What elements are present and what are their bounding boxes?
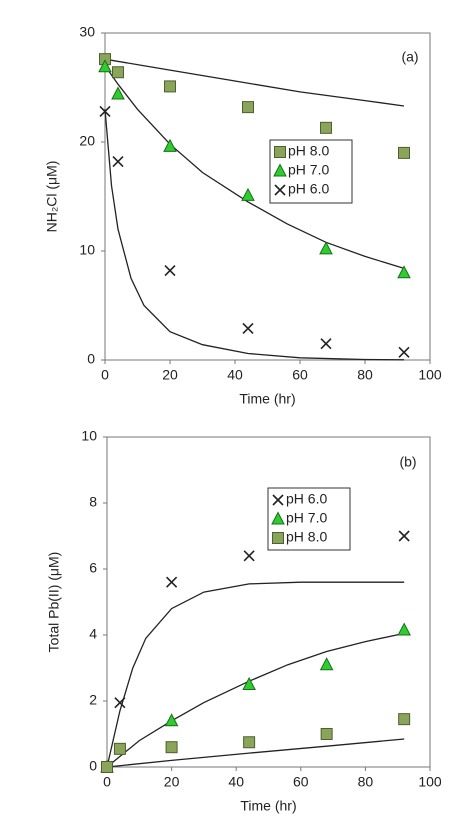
marker-triangle — [111, 86, 125, 100]
legend-label: pH 7.0 — [288, 162, 329, 178]
marker-triangle — [319, 657, 334, 671]
y-tick-label: 0 — [89, 758, 97, 774]
marker-x — [112, 156, 124, 168]
y-tick-label: 0 — [87, 351, 95, 367]
x-tick-label: 100 — [418, 774, 442, 790]
marker-x — [398, 530, 410, 542]
marker-x — [320, 338, 332, 350]
y-tick-label: 30 — [79, 24, 95, 40]
marker-triangle — [271, 511, 285, 525]
marker-square — [243, 736, 256, 749]
model-curve — [104, 65, 405, 270]
marker-x — [243, 550, 255, 562]
marker-square — [165, 741, 178, 754]
marker-triangle — [273, 163, 287, 177]
marker-x — [114, 697, 126, 709]
model-curve — [106, 738, 405, 768]
x-tick-label: 60 — [293, 774, 309, 790]
x-axis-title: Time (hr) — [239, 391, 295, 407]
x-tick-label: 100 — [418, 367, 442, 383]
marker-x — [164, 265, 176, 277]
marker-triangle — [164, 713, 179, 727]
marker-square — [274, 146, 286, 158]
chart: 0 10 20 30 0 20 40 60 80 100 Time (hr) NH₂Cl (μM) (a… — [44, 24, 442, 407]
plot-frame — [106, 436, 431, 768]
model-curve — [106, 581, 405, 768]
x-axis-title: Time (hr) — [240, 798, 296, 814]
y-tick-label: 10 — [79, 242, 95, 258]
marker-triangle — [163, 138, 177, 152]
marker-square — [320, 728, 333, 740]
marker-x — [99, 105, 111, 118]
x-tick-label: 40 — [228, 774, 244, 790]
y-axis-title: Total Pb(II) (μM) — [46, 552, 62, 653]
x-tick-label: 80 — [358, 774, 374, 790]
marker-triangle — [397, 265, 411, 279]
marker-x — [272, 494, 284, 506]
marker-square — [398, 146, 410, 159]
marker-x — [166, 576, 178, 588]
y-tick-label: 6 — [89, 560, 97, 576]
x-tick-label: 0 — [103, 774, 111, 790]
model-curve — [104, 58, 405, 107]
marker-square — [272, 532, 284, 544]
legend-label: pH 7.0 — [286, 510, 327, 526]
marker-triangle — [98, 59, 112, 73]
x-tick-label: 80 — [357, 367, 373, 383]
legend-label: pH 8.0 — [288, 143, 329, 159]
annotation: (a) — [401, 49, 418, 65]
y-tick-label: 2 — [89, 692, 97, 708]
x-tick-label: 20 — [162, 367, 178, 383]
y-axis-title: NH₂Cl (μM) — [44, 161, 60, 233]
marker-square — [101, 761, 113, 773]
marker-square — [242, 101, 254, 114]
marker-square — [320, 121, 332, 134]
x-tick-label: 60 — [292, 367, 308, 383]
x-tick-label: 40 — [227, 367, 243, 383]
y-tick-label: 10 — [81, 428, 97, 444]
marker-square — [112, 66, 124, 79]
marker-triangle — [241, 187, 255, 201]
marker-x — [242, 322, 254, 334]
plot-frame — [104, 32, 431, 361]
model-curve — [106, 632, 405, 768]
legend-label: pH 8.0 — [286, 529, 327, 545]
marker-square — [164, 80, 176, 93]
marker-triangle — [397, 622, 411, 636]
marker-x — [274, 184, 286, 196]
x-tick-label: 0 — [101, 367, 109, 383]
marker-triangle — [319, 241, 333, 255]
model-curve — [104, 109, 405, 361]
marker-x — [398, 346, 410, 358]
marker-triangle — [242, 676, 256, 690]
legend-label: pH 6.0 — [288, 181, 329, 197]
marker-square — [398, 713, 411, 726]
y-tick-label: 8 — [89, 494, 97, 510]
x-tick-label: 20 — [164, 774, 180, 790]
marker-square — [113, 742, 126, 755]
annotation: (b) — [399, 454, 416, 470]
y-tick-label: 20 — [79, 133, 95, 149]
y-tick-label: 4 — [89, 626, 97, 642]
legend-label: pH 6.0 — [286, 491, 327, 507]
